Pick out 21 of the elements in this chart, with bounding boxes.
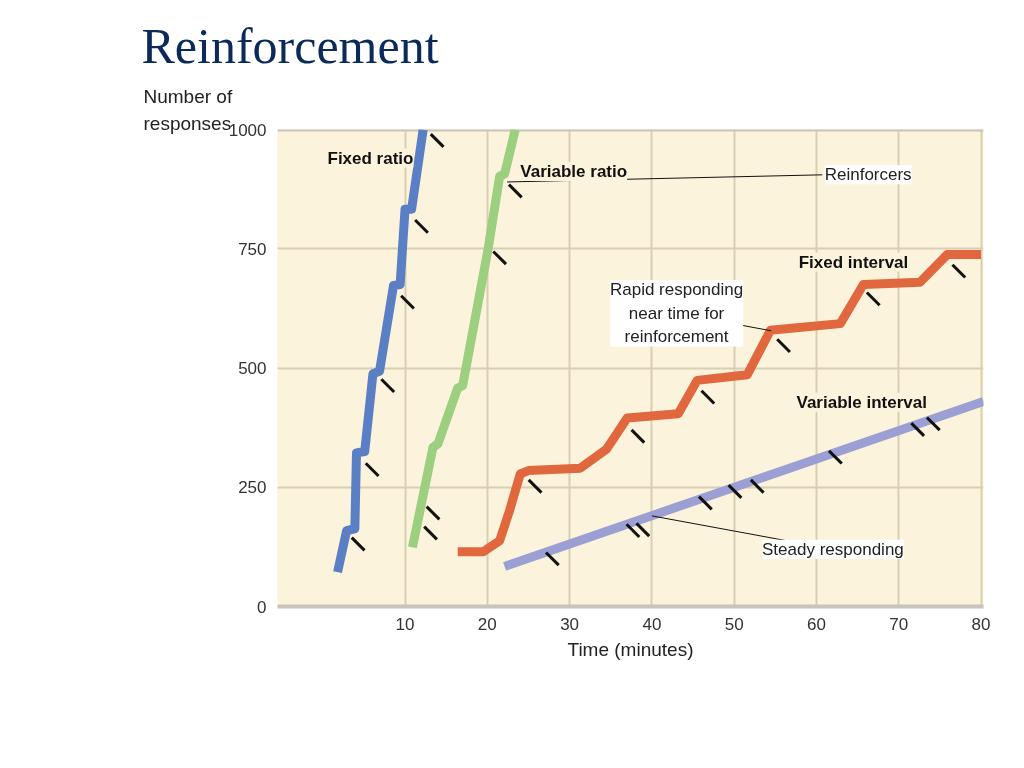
x-axis-title: Time (minutes) bbox=[567, 638, 694, 660]
annotation: Rapid responding near time for reinforcement bbox=[609, 279, 744, 347]
x-tick-label: 50 bbox=[724, 614, 744, 634]
annotation: Steady responding bbox=[762, 539, 904, 559]
y-tick-label: 500 bbox=[238, 359, 267, 378]
series-label: Variable ratio bbox=[520, 161, 628, 181]
y-tick-label: 250 bbox=[238, 478, 267, 498]
x-tick-label: 60 bbox=[807, 614, 826, 634]
y-tick-label: 0 bbox=[257, 597, 267, 617]
x-tick-label: 20 bbox=[477, 614, 497, 634]
series-label: Variable interval bbox=[796, 392, 927, 412]
x-tick-label: 30 bbox=[560, 614, 580, 634]
chart-title: Reinforcement bbox=[141, 17, 439, 74]
series-label: Fixed ratio bbox=[327, 148, 414, 168]
x-tick-label: 80 bbox=[971, 614, 991, 634]
x-tick-label: 10 bbox=[395, 614, 415, 634]
y-tick-label: 750 bbox=[238, 239, 267, 259]
x-tick-label: 40 bbox=[642, 614, 662, 634]
series-label: Fixed interval bbox=[798, 252, 909, 272]
x-tick-label: 70 bbox=[889, 614, 909, 634]
annotation: Reinforcers bbox=[824, 165, 912, 185]
